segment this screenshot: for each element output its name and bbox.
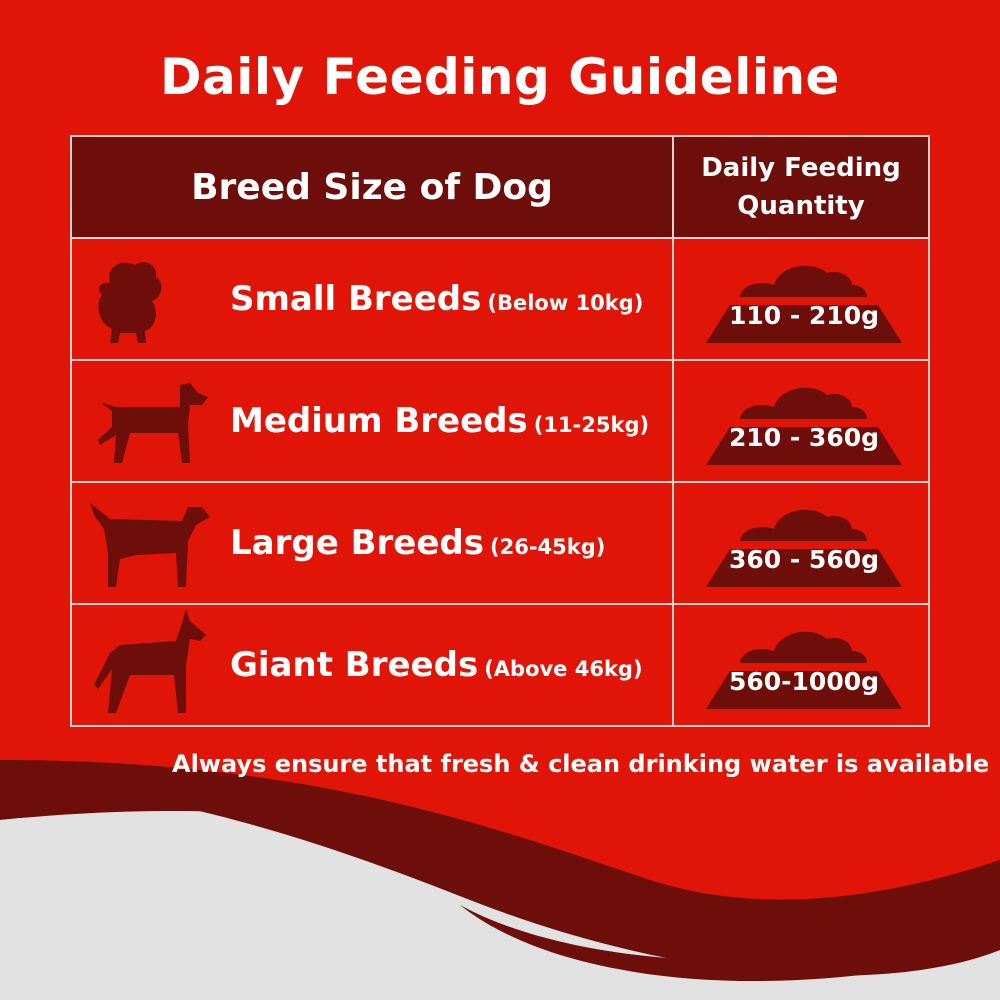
breed-name: Large Breeds	[230, 523, 484, 563]
large-dog-icon	[90, 503, 210, 587]
breed-name: Giant Breeds	[230, 645, 479, 685]
quantity-cell: 110 - 210g	[672, 237, 930, 361]
feeding-quantity: 110 - 210g	[728, 301, 880, 330]
feeding-quantity: 210 - 360g	[728, 423, 880, 452]
breed-name: Medium Breeds	[230, 401, 528, 441]
table-row: Large Breeds (26-45kg) 360 - 560g	[70, 481, 930, 605]
breed-name: Small Breeds	[230, 279, 482, 319]
header-line-2: Quantity	[737, 191, 865, 221]
breed-weight-range: (Below 10kg)	[487, 291, 644, 315]
table-header-row: Breed Size of Dog Daily Feeding Quantity	[70, 135, 930, 239]
breed-cell: Small Breeds (Below 10kg)	[70, 237, 674, 361]
feeding-quantity: 560-1000g	[728, 667, 880, 696]
feeding-quantity: 360 - 560g	[728, 545, 880, 574]
water-note: Always ensure that fresh & clean drinkin…	[172, 750, 990, 778]
food-bowl-icon	[706, 631, 902, 709]
food-bowl-icon	[706, 509, 902, 587]
medium-dog-icon	[98, 383, 208, 463]
table-row: Giant Breeds (Above 46kg) 560-1000g	[70, 603, 930, 727]
giant-dog-icon	[94, 609, 206, 713]
header-breed-size: Breed Size of Dog	[70, 135, 674, 239]
header-feeding-quantity: Daily Feeding Quantity	[672, 135, 930, 239]
breed-cell: Giant Breeds (Above 46kg)	[70, 603, 674, 727]
small-dog-icon	[98, 262, 162, 343]
food-bowl-icon	[706, 387, 902, 465]
table-row: Medium Breeds (11-25kg) 210 - 360g	[70, 359, 930, 483]
breed-weight-range: (11-25kg)	[533, 413, 650, 437]
header-line-1: Daily Feeding	[701, 153, 901, 183]
feeding-table: Breed Size of Dog Daily Feeding Quantity…	[70, 135, 930, 727]
breed-weight-range: (26-45kg)	[490, 535, 606, 559]
quantity-cell: 360 - 560g	[672, 481, 930, 605]
table-row: Small Breeds (Below 10kg) 110 - 210g	[70, 237, 930, 361]
breed-cell: Medium Breeds (11-25kg)	[70, 359, 674, 483]
quantity-cell: 210 - 360g	[672, 359, 930, 483]
page-title: Daily Feeding Guideline	[160, 48, 840, 106]
breed-weight-range: (Above 46kg)	[484, 657, 643, 681]
food-bowl-icon	[706, 265, 902, 343]
breed-cell: Large Breeds (26-45kg)	[70, 481, 674, 605]
quantity-cell: 560-1000g	[672, 603, 930, 727]
